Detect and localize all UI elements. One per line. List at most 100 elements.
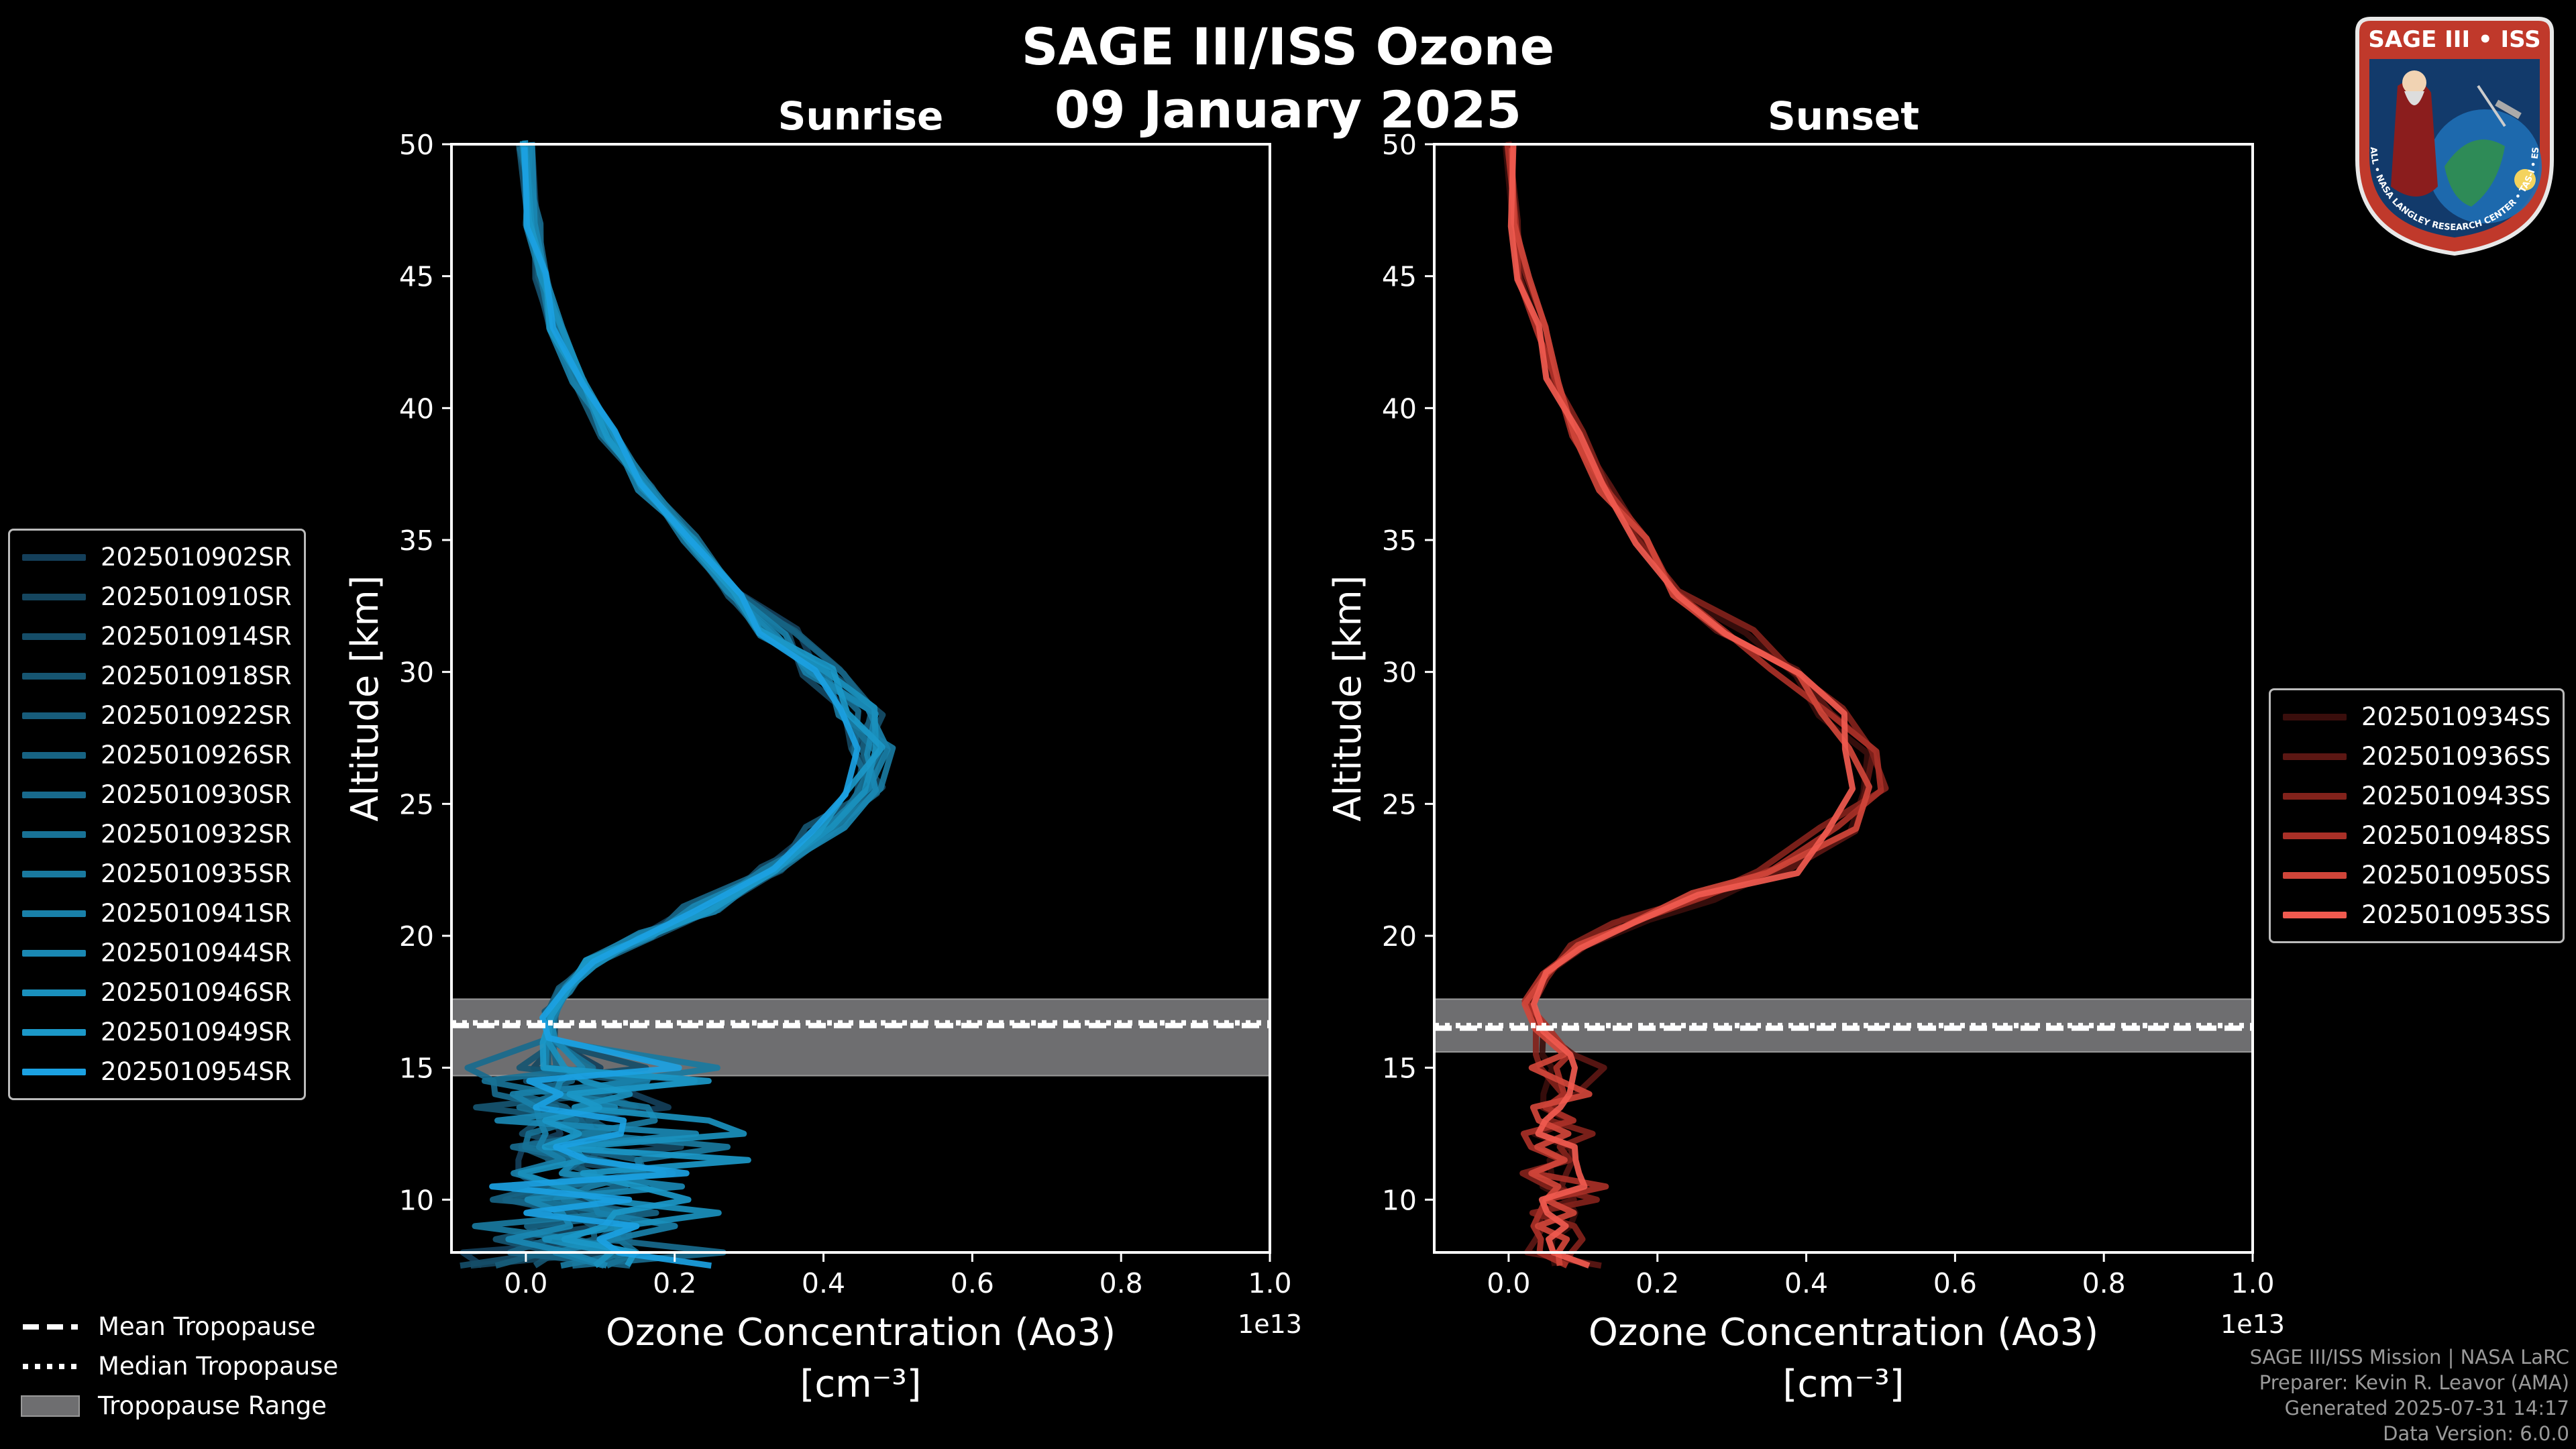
- key-range-label: Tropopause Range: [98, 1391, 327, 1420]
- key-range: Tropopause Range: [20, 1386, 338, 1426]
- legend-swatch: [22, 633, 86, 640]
- sunrise-axes-frame: [450, 143, 1271, 1254]
- legend-label: 2025010930SR: [101, 780, 292, 809]
- dashed-line-icon: [23, 1324, 78, 1330]
- legend-swatch: [22, 1068, 86, 1075]
- legend-label: 2025010934SS: [2361, 702, 2551, 731]
- sunrise-x-tick-label: 0.6: [951, 1267, 994, 1299]
- footer-line: Data Version: 6.0.0: [2383, 1422, 2569, 1445]
- range-swatch-icon: [21, 1395, 80, 1417]
- legend-label: 2025010935SR: [101, 859, 292, 888]
- sunset-panel: 0.0 0.2 0.4 0.6 0.8 1.0 10 15 20 25 30 35 40 45 50 Suns…: [1326, 93, 2285, 1406]
- sunrise-x-multiplier: 1e13: [1238, 1309, 1302, 1339]
- footer-line: Preparer: Kevin R. Leavor (AMA): [2259, 1371, 2569, 1394]
- legend-label: 2025010922SR: [101, 701, 292, 730]
- legend-item: 2025010936SS: [2283, 737, 2551, 776]
- legend-swatch: [22, 553, 86, 561]
- legend-swatch: [22, 672, 86, 680]
- sunrise-y-tick-label: 45: [399, 261, 434, 293]
- legend-item: 2025010954SR: [22, 1052, 292, 1091]
- sunrise-x-units: [cm⁻³]: [800, 1362, 921, 1406]
- sunset-x-tick-label: 1.0: [2231, 1267, 2274, 1299]
- figure-date: 09 January 2025: [1054, 80, 1522, 140]
- legend-item: 2025010918SR: [22, 656, 292, 696]
- legend-item: 2025010914SR: [22, 616, 292, 656]
- sunrise-y-tick-label: 40: [399, 392, 434, 425]
- sunrise-x-tick-label: 1.0: [1248, 1267, 1291, 1299]
- dotted-line-icon: [23, 1363, 78, 1369]
- legend-swatch: [22, 751, 86, 759]
- legend-item: 2025010932SR: [22, 814, 292, 854]
- legend-label: 2025010902SR: [101, 543, 292, 572]
- legend-item: 2025010950SS: [2283, 855, 2551, 895]
- sunset-y-tick-label: 35: [1382, 525, 1417, 557]
- sunset-series-line: [1507, 143, 1856, 1269]
- footer-line: SAGE III/ISS Mission | NASA LaRC: [2249, 1346, 2569, 1368]
- sunset-x-tick-label: 0.6: [1933, 1267, 1977, 1299]
- legend-item: 2025010934SS: [2283, 697, 2551, 737]
- legend-swatch: [22, 910, 86, 917]
- sunrise-y-tick-label: 20: [399, 920, 434, 953]
- sunrise-x-tick-label: 0.2: [653, 1267, 696, 1299]
- legend-label: 2025010948SS: [2361, 821, 2551, 850]
- legend-label: 2025010932SR: [101, 820, 292, 849]
- sunrise-tropopause-range: [451, 998, 1271, 1077]
- tropopause-key: Mean Tropopause Median Tropopause Tropop…: [20, 1307, 338, 1426]
- legend-item: 2025010910SR: [22, 577, 292, 616]
- legend-label: 2025010949SR: [101, 1018, 292, 1046]
- sunset-y-tick-label: 45: [1382, 261, 1417, 293]
- legend-swatch: [2283, 871, 2347, 879]
- legend-item: 2025010953SS: [2283, 895, 2551, 934]
- key-median: Median Tropopause: [20, 1346, 338, 1386]
- sunrise-panel: 0.0 0.2 0.4 0.6 0.8 1.0 10 15 20 25 30 35 40 45 50 Sunr…: [343, 93, 1302, 1406]
- sunrise-y-label: Altitude [km]: [343, 575, 387, 821]
- legend-item: 2025010946SR: [22, 973, 292, 1012]
- legend-swatch: [22, 949, 86, 957]
- key-mean: Mean Tropopause: [20, 1307, 338, 1346]
- sunset-y-tick-label: 40: [1382, 392, 1417, 425]
- key-median-label: Median Tropopause: [98, 1352, 339, 1381]
- sunset-x-tick-label: 0.2: [1635, 1267, 1679, 1299]
- legend-label: 2025010914SR: [101, 622, 292, 651]
- legend-label: 2025010946SR: [101, 978, 292, 1007]
- sunset-y-label: Altitude [km]: [1326, 575, 1370, 821]
- legend-swatch: [2283, 911, 2347, 918]
- sunset-x-units: [cm⁻³]: [1782, 1362, 1904, 1406]
- footer-line: Generated 2025-07-31 14:17: [2284, 1397, 2569, 1419]
- badge-title: SAGE III • ISS: [2368, 26, 2540, 53]
- legend-item: 2025010941SR: [22, 894, 292, 933]
- sunrise-y-tick-label: 30: [399, 657, 434, 689]
- legend-swatch: [22, 791, 86, 798]
- sunset-x-tick-label: 0.8: [2082, 1267, 2126, 1299]
- mission-badge-icon: SAGE III • ISS BALL • NASA LANGLEY RESEA…: [2344, 12, 2554, 256]
- sunset-y-tick-label: 50: [1382, 129, 1417, 161]
- sunrise-y-tick-label: 35: [399, 525, 434, 557]
- legend-label: 2025010953SS: [2361, 900, 2551, 929]
- legend-label: 2025010950SS: [2361, 861, 2551, 890]
- sunrise-legend: 2025010902SR 2025010910SR 2025010914SR 2025…: [8, 529, 306, 1100]
- footer-credits: SAGE III/ISS Mission | NASA LaRC Prepare…: [2250, 1344, 2569, 1446]
- sunrise-y-tick-label: 10: [399, 1184, 434, 1216]
- legend-item: 2025010949SR: [22, 1012, 292, 1052]
- legend-swatch: [2283, 713, 2347, 720]
- legend-swatch: [22, 870, 86, 877]
- legend-item: 2025010944SR: [22, 933, 292, 973]
- sunset-y-tick-label: 30: [1382, 657, 1417, 689]
- sunrise-x-tick-label: 0.8: [1099, 1267, 1143, 1299]
- sunset-x-tick-label: 0.4: [1784, 1267, 1828, 1299]
- legend-item: 2025010935SR: [22, 854, 292, 894]
- legend-swatch: [22, 989, 86, 996]
- legend-item: 2025010943SS: [2283, 776, 2551, 816]
- legend-label: 2025010954SR: [101, 1057, 292, 1086]
- legend-label: 2025010944SR: [101, 938, 292, 967]
- sunset-title: Sunset: [1768, 93, 1919, 139]
- sunrise-series-line: [519, 140, 885, 1267]
- legend-swatch: [2283, 792, 2347, 800]
- sunrise-x-tick-label: 0.0: [504, 1267, 547, 1299]
- legend-item: 2025010930SR: [22, 775, 292, 814]
- legend-label: 2025010941SR: [101, 899, 292, 928]
- sunset-x-multiplier: 1e13: [2220, 1309, 2285, 1339]
- legend-swatch: [2283, 753, 2347, 760]
- sunset-x-tick-label: 0.0: [1487, 1267, 1530, 1299]
